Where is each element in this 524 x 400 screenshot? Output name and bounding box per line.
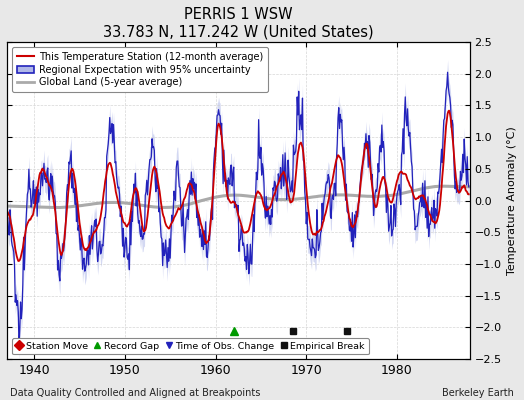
Y-axis label: Temperature Anomaly (°C): Temperature Anomaly (°C) xyxy=(507,126,517,275)
Text: Data Quality Controlled and Aligned at Breakpoints: Data Quality Controlled and Aligned at B… xyxy=(10,388,261,398)
Title: PERRIS 1 WSW
33.783 N, 117.242 W (United States): PERRIS 1 WSW 33.783 N, 117.242 W (United… xyxy=(103,7,374,39)
Text: Berkeley Earth: Berkeley Earth xyxy=(442,388,514,398)
Legend: Station Move, Record Gap, Time of Obs. Change, Empirical Break: Station Move, Record Gap, Time of Obs. C… xyxy=(12,338,369,354)
